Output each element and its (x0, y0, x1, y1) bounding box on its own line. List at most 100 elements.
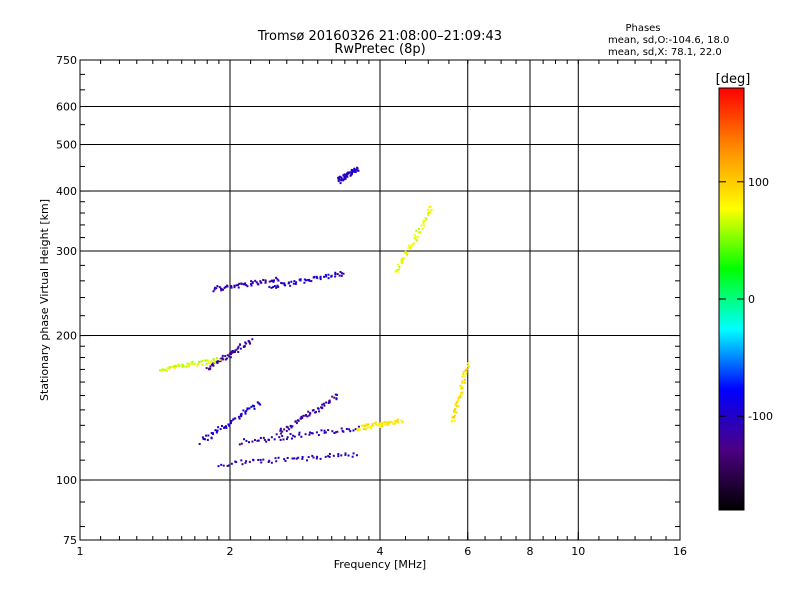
data-point (168, 367, 171, 370)
data-point (305, 279, 308, 282)
data-point (286, 436, 289, 439)
data-point (453, 419, 456, 422)
data-point (226, 464, 229, 467)
data-point (222, 288, 225, 291)
data-point (412, 243, 415, 246)
data-point (290, 280, 293, 283)
data-point (368, 425, 371, 428)
data-point (300, 415, 303, 418)
data-point (277, 279, 280, 282)
data-point (279, 427, 282, 430)
data-point (387, 422, 390, 425)
data-point (340, 176, 343, 179)
data-point (230, 353, 233, 356)
data-point (324, 455, 327, 458)
data-point (251, 440, 254, 443)
data-point (225, 357, 228, 360)
data-point (397, 421, 400, 424)
data-point (244, 411, 247, 414)
colorbar-tick-label: 100 (748, 176, 769, 189)
data-point (244, 282, 247, 285)
data-point (413, 234, 416, 237)
data-point (215, 430, 218, 433)
data-point (328, 400, 331, 403)
data-point (169, 366, 172, 369)
data-point (394, 421, 397, 424)
data-point (400, 259, 403, 262)
data-point (228, 464, 231, 467)
data-point (241, 463, 244, 466)
data-point (379, 422, 382, 425)
data-point (182, 365, 185, 368)
data-point (293, 457, 296, 460)
data-point (294, 282, 297, 285)
data-point (246, 285, 249, 288)
data-point (455, 401, 458, 404)
data-point (212, 359, 215, 362)
colorbar-label: [deg] (716, 72, 751, 87)
data-point (347, 454, 350, 457)
data-point (196, 364, 199, 367)
data-point (336, 430, 339, 433)
data-point (462, 373, 465, 376)
data-point (212, 362, 215, 365)
data-point (468, 365, 471, 368)
data-point (186, 362, 189, 365)
data-point (318, 410, 321, 413)
data-point (324, 431, 327, 434)
data-point (312, 409, 315, 412)
x-tick-label: 1 (77, 545, 84, 558)
data-point (461, 380, 464, 383)
data-point (299, 278, 302, 281)
data-point (189, 362, 192, 365)
data-point (233, 351, 236, 353)
data-point (402, 257, 405, 260)
data-point (353, 168, 356, 171)
y-tick-label: 400 (56, 185, 77, 198)
data-point (202, 437, 205, 440)
data-point (298, 431, 301, 434)
data-point (198, 443, 201, 446)
data-point (220, 289, 223, 292)
data-point (338, 274, 341, 277)
data-point (312, 456, 315, 459)
data-point (218, 286, 221, 289)
data-point (350, 168, 353, 171)
data-point (357, 425, 360, 428)
data-point (244, 412, 247, 415)
data-point (181, 363, 184, 366)
data-point (277, 456, 280, 459)
y-tick-label: 75 (63, 534, 77, 547)
data-point (393, 422, 396, 425)
data-point (240, 459, 243, 462)
data-point (310, 280, 313, 283)
data-point (337, 180, 340, 183)
data-point (253, 405, 256, 408)
data-point (327, 429, 330, 432)
data-point (408, 244, 411, 247)
data-point (279, 432, 282, 435)
data-point (240, 415, 243, 418)
data-point (250, 284, 253, 287)
data-point (400, 419, 403, 422)
data-point (396, 270, 399, 273)
data-point (161, 369, 164, 372)
data-point (283, 282, 286, 285)
data-point (347, 172, 350, 175)
y-tick-label: 750 (56, 54, 77, 67)
data-point (317, 434, 320, 437)
data-point (364, 425, 367, 428)
data-point (352, 429, 355, 432)
data-point (240, 282, 243, 285)
data-point (345, 174, 348, 177)
data-point (245, 460, 248, 463)
data-point (335, 397, 338, 400)
data-point (316, 277, 319, 280)
data-point (279, 429, 282, 432)
data-point (320, 406, 323, 409)
data-point (319, 275, 322, 278)
data-point (255, 281, 258, 284)
data-point (292, 282, 295, 285)
data-point (285, 438, 288, 441)
